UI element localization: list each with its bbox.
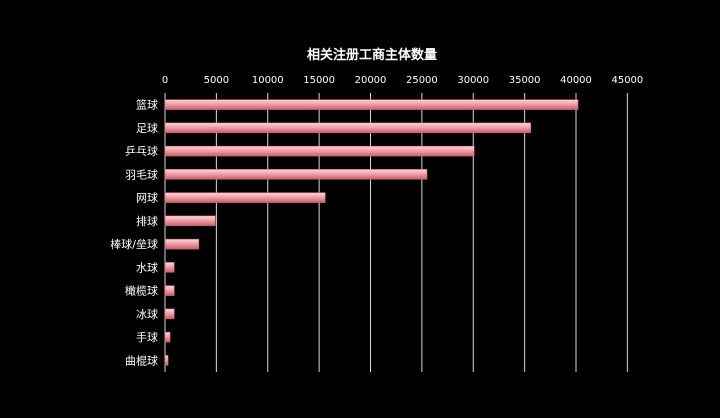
bar [164, 192, 326, 203]
category-label: 冰球 [136, 307, 158, 321]
bar [164, 355, 169, 366]
category-label: 篮球 [136, 98, 158, 112]
bar [164, 238, 200, 250]
bars [164, 99, 579, 366]
bar [164, 169, 428, 180]
bar [164, 262, 175, 273]
x-tick-label: 10000 [252, 75, 284, 86]
x-tick-label: 40000 [560, 75, 592, 86]
category-label: 棒球/垒球 [110, 237, 158, 251]
gridlines [164, 93, 628, 372]
x-tick-label: 25000 [406, 75, 438, 86]
x-tick-label: 20000 [355, 75, 387, 86]
bar [164, 215, 216, 227]
x-tick-label: 45000 [611, 75, 643, 86]
bar [164, 331, 171, 343]
category-label: 乒乓球 [125, 144, 158, 158]
x-tick-label: 5000 [204, 75, 229, 86]
x-tick-label: 30000 [457, 75, 489, 86]
bar [164, 99, 579, 110]
category-label: 橄榄球 [125, 284, 158, 298]
category-label: 排球 [136, 214, 158, 228]
bar [164, 308, 175, 320]
category-label: 足球 [136, 121, 158, 135]
category-label: 网球 [136, 191, 158, 205]
category-label: 羽毛球 [125, 167, 158, 181]
category-label: 手球 [136, 330, 158, 344]
bar [164, 122, 532, 134]
x-tick-label: 35000 [509, 75, 541, 86]
x-tick-label: 0 [162, 75, 168, 86]
bar [164, 285, 175, 296]
category-label: 曲棍球 [125, 353, 158, 367]
bar [164, 145, 475, 157]
chart-title: 相关注册工商主体数量 [307, 47, 437, 63]
x-axis-ticks: 0 5000 10000 15000 20000 25000 30000 35000 40000… [162, 75, 643, 86]
category-label: 水球 [136, 260, 158, 274]
x-tick-label: 15000 [303, 75, 335, 86]
